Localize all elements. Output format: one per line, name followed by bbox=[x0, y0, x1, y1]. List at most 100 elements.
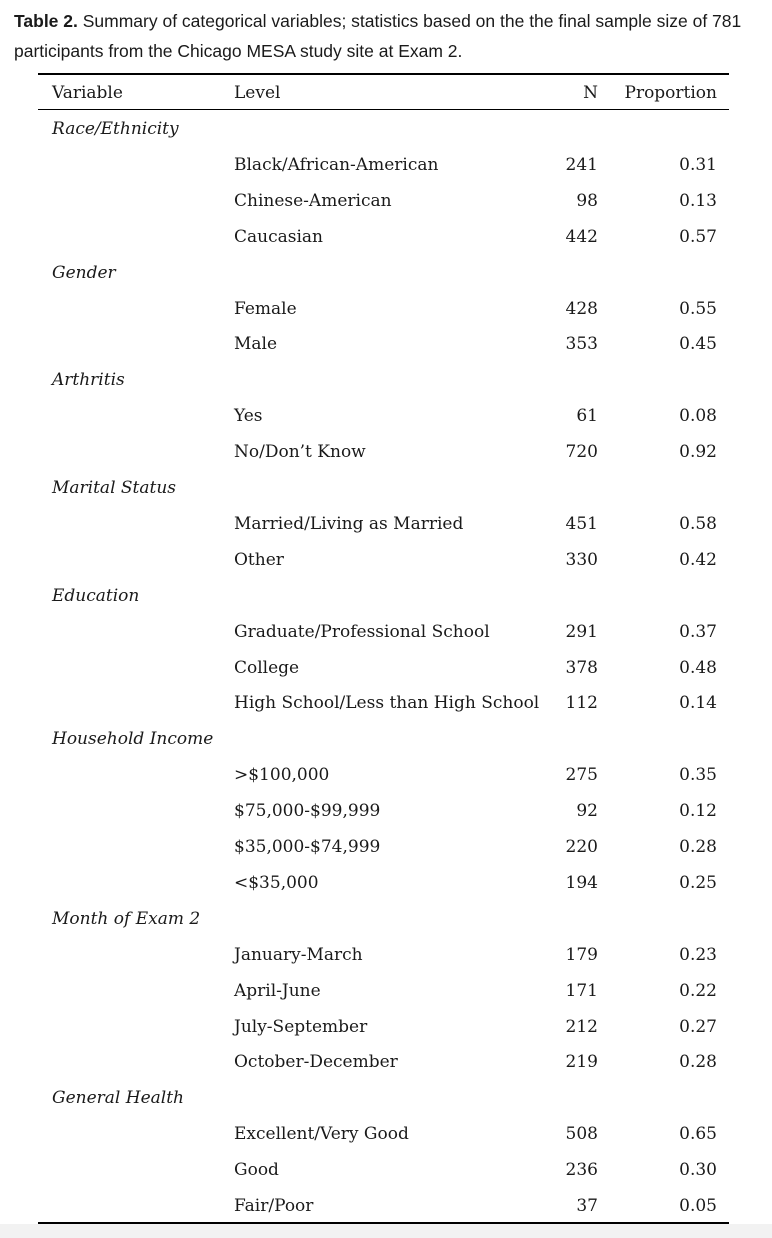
cell-proportion: 0.13 bbox=[679, 191, 717, 211]
table-caption-label: Table 2. bbox=[14, 11, 78, 31]
table-row: Married/Living as Married 451 0.58 bbox=[38, 506, 729, 542]
cell-n bbox=[538, 255, 598, 291]
cell-variable: Household Income bbox=[52, 729, 214, 749]
table-group-row: Marital Status bbox=[38, 470, 729, 506]
cell-proportion bbox=[618, 255, 717, 291]
cell-n: 219 bbox=[565, 1052, 598, 1072]
table-row: >$100,000 275 0.35 bbox=[38, 757, 729, 793]
cell-n: 451 bbox=[565, 514, 598, 534]
table-caption: Table 2. Summary of categorical variable… bbox=[14, 6, 766, 66]
cell-proportion: 0.58 bbox=[679, 514, 717, 534]
cell-variable: Arthritis bbox=[52, 370, 125, 390]
cell-proportion bbox=[618, 901, 717, 937]
table-row: $75,000-$99,999 92 0.12 bbox=[38, 793, 729, 829]
cell-level: Excellent/Very Good bbox=[234, 1124, 409, 1144]
cell-variable: Gender bbox=[52, 263, 116, 283]
table-row: Graduate/Professional School 291 0.37 bbox=[38, 614, 729, 650]
cell-level: >$100,000 bbox=[234, 765, 330, 785]
table-bottom-rule bbox=[38, 1222, 729, 1224]
table-group-row: Arthritis bbox=[38, 362, 729, 398]
table-row: Other 330 0.42 bbox=[38, 542, 729, 578]
cell-n: 720 bbox=[565, 442, 598, 462]
cell-proportion: 0.42 bbox=[679, 550, 717, 570]
table-row: Good 236 0.30 bbox=[38, 1152, 729, 1188]
cell-proportion bbox=[618, 362, 717, 398]
cell-proportion: 0.08 bbox=[679, 406, 717, 426]
cell-proportion bbox=[618, 470, 717, 506]
table-row: $35,000-$74,999 220 0.28 bbox=[38, 829, 729, 865]
cell-proportion: 0.48 bbox=[679, 658, 717, 678]
cell-level: Black/African-American bbox=[234, 155, 439, 175]
cell-n: 378 bbox=[565, 658, 598, 678]
header-variable: Variable bbox=[52, 83, 123, 103]
cell-proportion: 0.28 bbox=[679, 837, 717, 857]
table-group-row: Race/Ethnicity bbox=[38, 111, 729, 147]
cell-n: 241 bbox=[565, 155, 598, 175]
table-row: Caucasian 442 0.57 bbox=[38, 219, 729, 255]
table-caption-text: Summary of categorical variables; statis… bbox=[14, 11, 742, 61]
cell-n: 442 bbox=[565, 227, 598, 247]
cell-proportion bbox=[618, 721, 717, 757]
table-row: <$35,000 194 0.25 bbox=[38, 865, 729, 901]
cell-proportion: 0.25 bbox=[679, 873, 717, 893]
cell-n: 275 bbox=[565, 765, 598, 785]
cell-n bbox=[538, 901, 598, 937]
header-n: N bbox=[583, 83, 598, 103]
cell-level: January-March bbox=[234, 945, 363, 965]
cell-proportion: 0.30 bbox=[679, 1160, 717, 1180]
cell-proportion: 0.92 bbox=[679, 442, 717, 462]
cell-proportion: 0.35 bbox=[679, 765, 717, 785]
cell-n bbox=[538, 1080, 598, 1116]
cell-level: <$35,000 bbox=[234, 873, 319, 893]
cell-n bbox=[538, 362, 598, 398]
table-group-row: Education bbox=[38, 578, 729, 614]
cell-level: Married/Living as Married bbox=[234, 514, 464, 534]
table-row: Excellent/Very Good 508 0.65 bbox=[38, 1116, 729, 1152]
table-group-row: Month of Exam 2 bbox=[38, 901, 729, 937]
cell-variable: Month of Exam 2 bbox=[52, 909, 201, 929]
table-row: April-June 171 0.22 bbox=[38, 973, 729, 1009]
table-row: High School/Less than High School 112 0.14 bbox=[38, 685, 729, 721]
table-row: January-March 179 0.23 bbox=[38, 937, 729, 973]
table-row: Female 428 0.55 bbox=[38, 291, 729, 327]
cell-level: Fair/Poor bbox=[234, 1196, 314, 1216]
cell-level: Chinese-American bbox=[234, 191, 392, 211]
cell-proportion: 0.31 bbox=[679, 155, 717, 175]
cell-n: 112 bbox=[565, 693, 598, 713]
cell-variable: Marital Status bbox=[52, 478, 177, 498]
cell-level: Graduate/Professional School bbox=[234, 622, 490, 642]
table-header-rule bbox=[38, 109, 729, 110]
cell-n: 37 bbox=[576, 1196, 598, 1216]
cell-proportion: 0.57 bbox=[679, 227, 717, 247]
cell-variable: Race/Ethnicity bbox=[52, 119, 179, 139]
cell-n: 194 bbox=[565, 873, 598, 893]
cell-proportion: 0.65 bbox=[679, 1124, 717, 1144]
cell-level: Male bbox=[234, 334, 278, 354]
cell-proportion bbox=[618, 111, 717, 147]
cell-n: 171 bbox=[565, 981, 598, 1001]
cell-level: High School/Less than High School bbox=[234, 693, 540, 713]
cell-proportion bbox=[618, 578, 717, 614]
cell-level: $35,000-$74,999 bbox=[234, 837, 381, 857]
cell-level: July-September bbox=[234, 1017, 368, 1037]
cell-proportion: 0.12 bbox=[679, 801, 717, 821]
table-row: July-September 212 0.27 bbox=[38, 1009, 729, 1045]
cell-proportion: 0.05 bbox=[679, 1196, 717, 1216]
cell-level: $75,000-$99,999 bbox=[234, 801, 381, 821]
table-row: No/Don’t Know 720 0.92 bbox=[38, 434, 729, 470]
table-row: Black/African-American 241 0.31 bbox=[38, 147, 729, 183]
table-row: Male 353 0.45 bbox=[38, 326, 729, 362]
cell-level: College bbox=[234, 658, 300, 678]
cell-proportion: 0.45 bbox=[679, 334, 717, 354]
cell-n: 92 bbox=[576, 801, 598, 821]
page-bottom-edge bbox=[0, 1224, 772, 1238]
header-proportion: Proportion bbox=[624, 83, 718, 103]
cell-n: 212 bbox=[565, 1017, 598, 1037]
cell-level: No/Don’t Know bbox=[234, 442, 366, 462]
cell-variable: General Health bbox=[52, 1088, 184, 1108]
cell-n: 428 bbox=[565, 299, 598, 319]
table-group-row: Gender bbox=[38, 255, 729, 291]
cell-level: Yes bbox=[234, 406, 263, 426]
table-group-row: General Health bbox=[38, 1080, 729, 1116]
cell-proportion: 0.37 bbox=[679, 622, 717, 642]
